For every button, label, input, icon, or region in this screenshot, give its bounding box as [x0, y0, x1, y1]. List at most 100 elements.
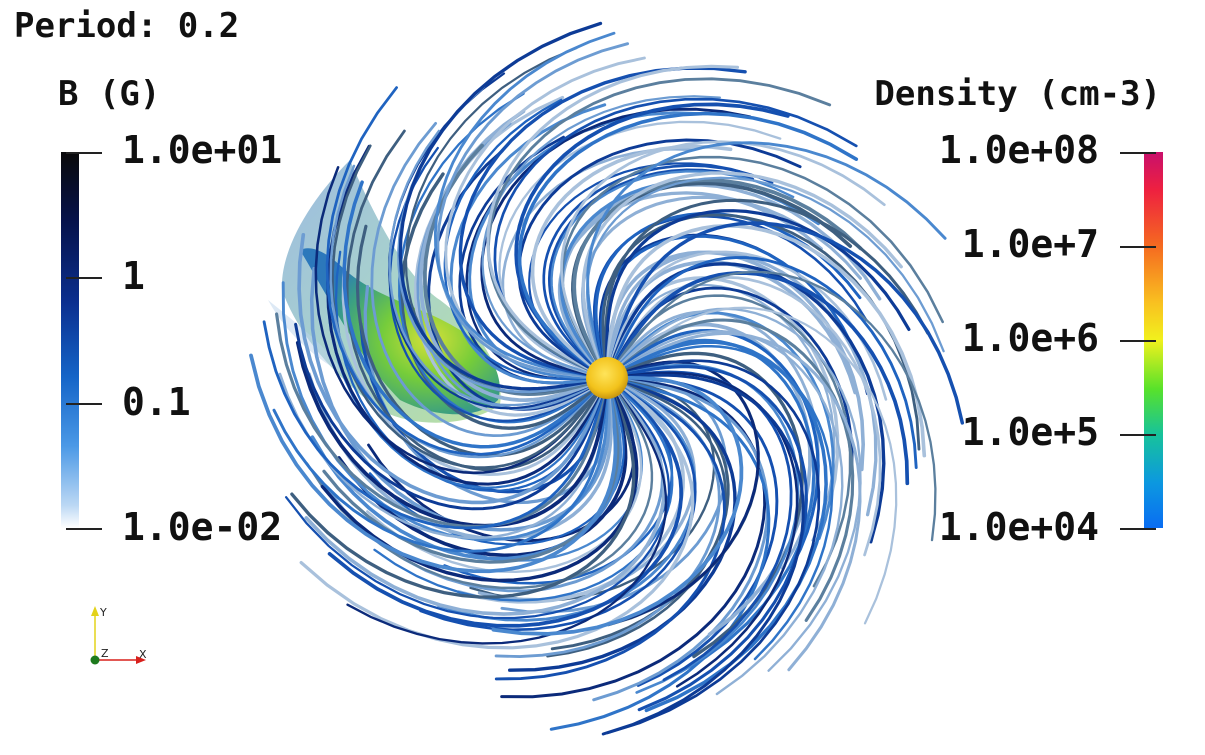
- y-axis-arrow-icon: [91, 606, 99, 616]
- field-line: [617, 311, 835, 541]
- field-line: [346, 391, 668, 645]
- field-line: [342, 180, 596, 449]
- field-line: [433, 31, 616, 377]
- density-tick-label: 1.0e+08: [938, 128, 1099, 172]
- colorbar-tick: [1120, 246, 1156, 248]
- field-line: [458, 66, 747, 377]
- field-line: [249, 353, 618, 574]
- field-line: [546, 382, 727, 658]
- x-axis-label: X: [139, 648, 147, 661]
- field-line: [601, 373, 805, 736]
- colorbar-tick: [66, 403, 102, 405]
- field-line: [607, 250, 878, 517]
- field-line: [494, 383, 721, 659]
- field-line: [620, 329, 844, 696]
- field-line: [305, 391, 654, 590]
- z-axis-label: Z: [101, 647, 109, 660]
- colorbar-tick: [1120, 528, 1156, 530]
- density-tick-label: 1.0e+7: [961, 222, 1099, 266]
- field-line: [337, 392, 628, 558]
- field-line: [320, 392, 639, 583]
- star: [586, 357, 628, 399]
- field-line: [507, 381, 737, 672]
- field-line: [572, 178, 863, 365]
- field-line: [619, 306, 898, 625]
- field-line: [530, 144, 733, 369]
- field-line: [547, 168, 755, 367]
- field-line: [616, 270, 937, 542]
- field-line: [294, 322, 603, 511]
- field-line: [611, 262, 886, 544]
- period-label: Period: 0.2: [14, 6, 240, 46]
- field-line: [604, 198, 930, 362]
- z-axis-dot-icon: [90, 655, 100, 665]
- field-line: [262, 320, 604, 530]
- field-line: [581, 171, 903, 364]
- magnetic-field-colorbar-title: B (G): [58, 74, 161, 114]
- field-line: [585, 176, 945, 363]
- field-line: [290, 392, 636, 599]
- field-line: [299, 387, 695, 650]
- x-axis-arrow-icon: [136, 656, 146, 664]
- field-line: [580, 195, 862, 364]
- field-line: [481, 95, 722, 375]
- field-line: [550, 170, 795, 367]
- field-line: [491, 376, 744, 636]
- magnetic-field-lines: [249, 21, 965, 736]
- density-tick-label: 1.0e+04: [938, 505, 1099, 549]
- field-line: [528, 162, 774, 370]
- field-line: [295, 340, 607, 528]
- density-tick-label: 1.0e+6: [961, 316, 1099, 360]
- field-line: [586, 141, 947, 363]
- field-line: [307, 372, 613, 541]
- magnetic-field-colorbar: [61, 152, 79, 528]
- field-line: [620, 331, 862, 672]
- field-line: [329, 164, 597, 459]
- b-tick-label: 1.0e-02: [122, 505, 283, 549]
- field-line: [327, 387, 683, 628]
- field-line: [341, 254, 600, 476]
- field-line: [326, 144, 601, 486]
- field-line: [623, 363, 800, 694]
- field-line: [619, 328, 820, 569]
- field-line: [498, 120, 782, 373]
- field-line: [622, 344, 834, 661]
- field-line: [606, 359, 821, 735]
- density-colorbar-title: Density (cm-3): [874, 74, 1161, 114]
- field-line: [443, 98, 591, 381]
- field-line: [619, 318, 855, 622]
- field-line: [304, 389, 666, 616]
- b-tick-label: 0.1: [122, 380, 191, 424]
- colorbar-tick: [1120, 340, 1156, 342]
- field-line: [486, 64, 740, 372]
- colorbar-tick: [66, 528, 102, 530]
- orientation-axes: Y Z X: [90, 606, 147, 665]
- field-line: [618, 307, 862, 672]
- field-line: [609, 221, 965, 425]
- field-line: [623, 365, 808, 712]
- field-line: [612, 256, 918, 469]
- field-line: [517, 111, 859, 370]
- field-line: [284, 390, 671, 620]
- b-tick-label: 1: [122, 254, 145, 298]
- field-line: [480, 107, 752, 376]
- colorbar-tick: [1120, 152, 1156, 154]
- density-tick-label: 1.0e+5: [961, 410, 1099, 454]
- colorbar-tick: [66, 277, 102, 279]
- field-line: [388, 129, 592, 407]
- colorbar-tick: [66, 152, 102, 154]
- y-axis-label: Y: [99, 606, 107, 619]
- field-line: [606, 223, 927, 458]
- colorbar-tick: [1120, 434, 1156, 436]
- field-line: [427, 149, 593, 411]
- field-line: [423, 143, 592, 396]
- field-line: [398, 92, 594, 424]
- field-line: [272, 394, 608, 553]
- field-line: [494, 384, 726, 681]
- field-line: [325, 86, 596, 456]
- field-line: [594, 211, 862, 363]
- field-line: [297, 232, 603, 505]
- field-line: [614, 276, 882, 557]
- b-tick-label: 1.0e+01: [122, 128, 283, 172]
